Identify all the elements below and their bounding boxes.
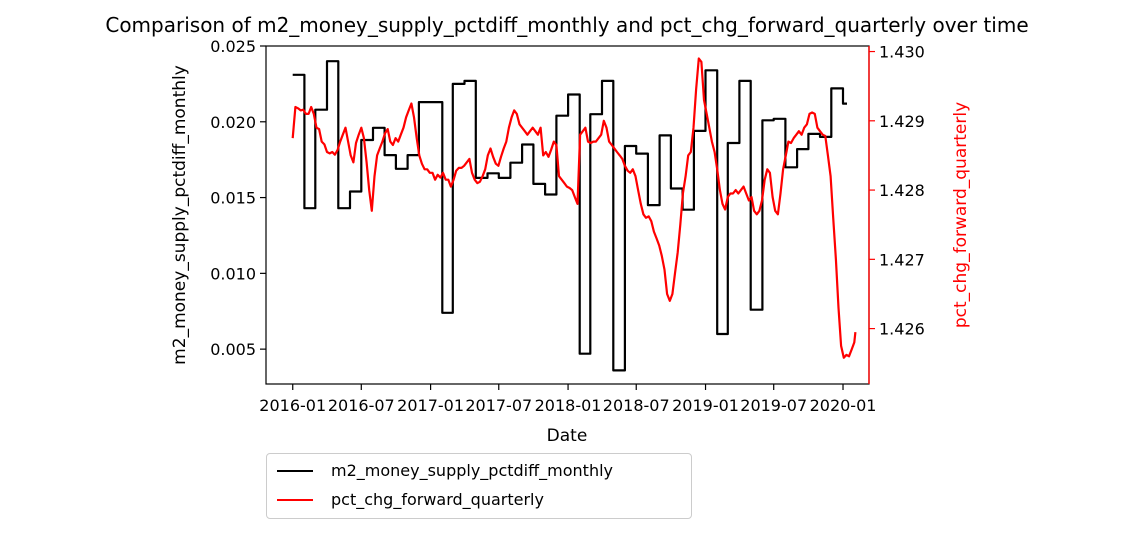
- x-tick-label: 2017-07: [465, 396, 532, 415]
- legend-label-pct-chg: pct_chg_forward_quarterly: [331, 490, 544, 509]
- legend-swatch-pct-chg: [277, 498, 313, 501]
- x-tick-label: 2018-07: [603, 396, 670, 415]
- y-left-tick-label: 0.005: [210, 340, 256, 359]
- y-left-tick-label: 0.025: [210, 37, 256, 56]
- x-tick-label: 2019-07: [740, 396, 807, 415]
- y-right-tick-label: 1.427: [879, 250, 925, 269]
- x-tick-label: 2016-01: [259, 396, 326, 415]
- y-axis-left: 0.005 0.010 0.015 0.020 0.025: [210, 37, 266, 359]
- x-tick-label: 2019-01: [672, 396, 739, 415]
- x-tick-label: 2016-07: [328, 396, 395, 415]
- y-axis-right-label: pct_chg_forward_quarterly: [951, 102, 971, 328]
- y-left-tick-label: 0.020: [210, 113, 256, 132]
- y-right-tick-label: 1.426: [879, 320, 925, 339]
- series-layer: [291, 57, 857, 372]
- x-axis: 2016-01 2016-07 2017-01 2017-07 2018-01 2018-…: [259, 384, 876, 415]
- legend-item-pct-chg: pct_chg_forward_quarterly: [277, 490, 544, 509]
- legend-swatch-m2: [277, 469, 313, 472]
- x-tick-label: 2018-01: [535, 396, 602, 415]
- y-left-tick-label: 0.010: [210, 264, 256, 283]
- y-right-tick-label: 1.430: [879, 43, 925, 62]
- y-right-tick-label: 1.429: [879, 112, 925, 131]
- y-left-tick-label: 0.015: [210, 189, 256, 208]
- x-tick-label: 2017-01: [397, 396, 464, 415]
- y-axis-right: 1.426 1.427 1.428 1.429 1.430: [868, 43, 925, 384]
- series-line-m2: [292, 60, 847, 372]
- legend-label-m2: m2_money_supply_pctdiff_monthly: [331, 461, 613, 480]
- series-line-pct-chg: [291, 57, 857, 359]
- x-axis-label: Date: [547, 426, 588, 446]
- legend: m2_money_supply_pctdiff_monthly pct_chg_…: [266, 453, 692, 519]
- chart-title: Comparison of m2_money_supply_pctdiff_mo…: [105, 13, 1028, 37]
- y-right-tick-label: 1.428: [879, 181, 925, 200]
- legend-item-m2: m2_money_supply_pctdiff_monthly: [277, 461, 613, 480]
- y-axis-left-label: m2_money_supply_pctdiff_monthly: [170, 65, 190, 365]
- x-tick-label: 2020-01: [810, 396, 877, 415]
